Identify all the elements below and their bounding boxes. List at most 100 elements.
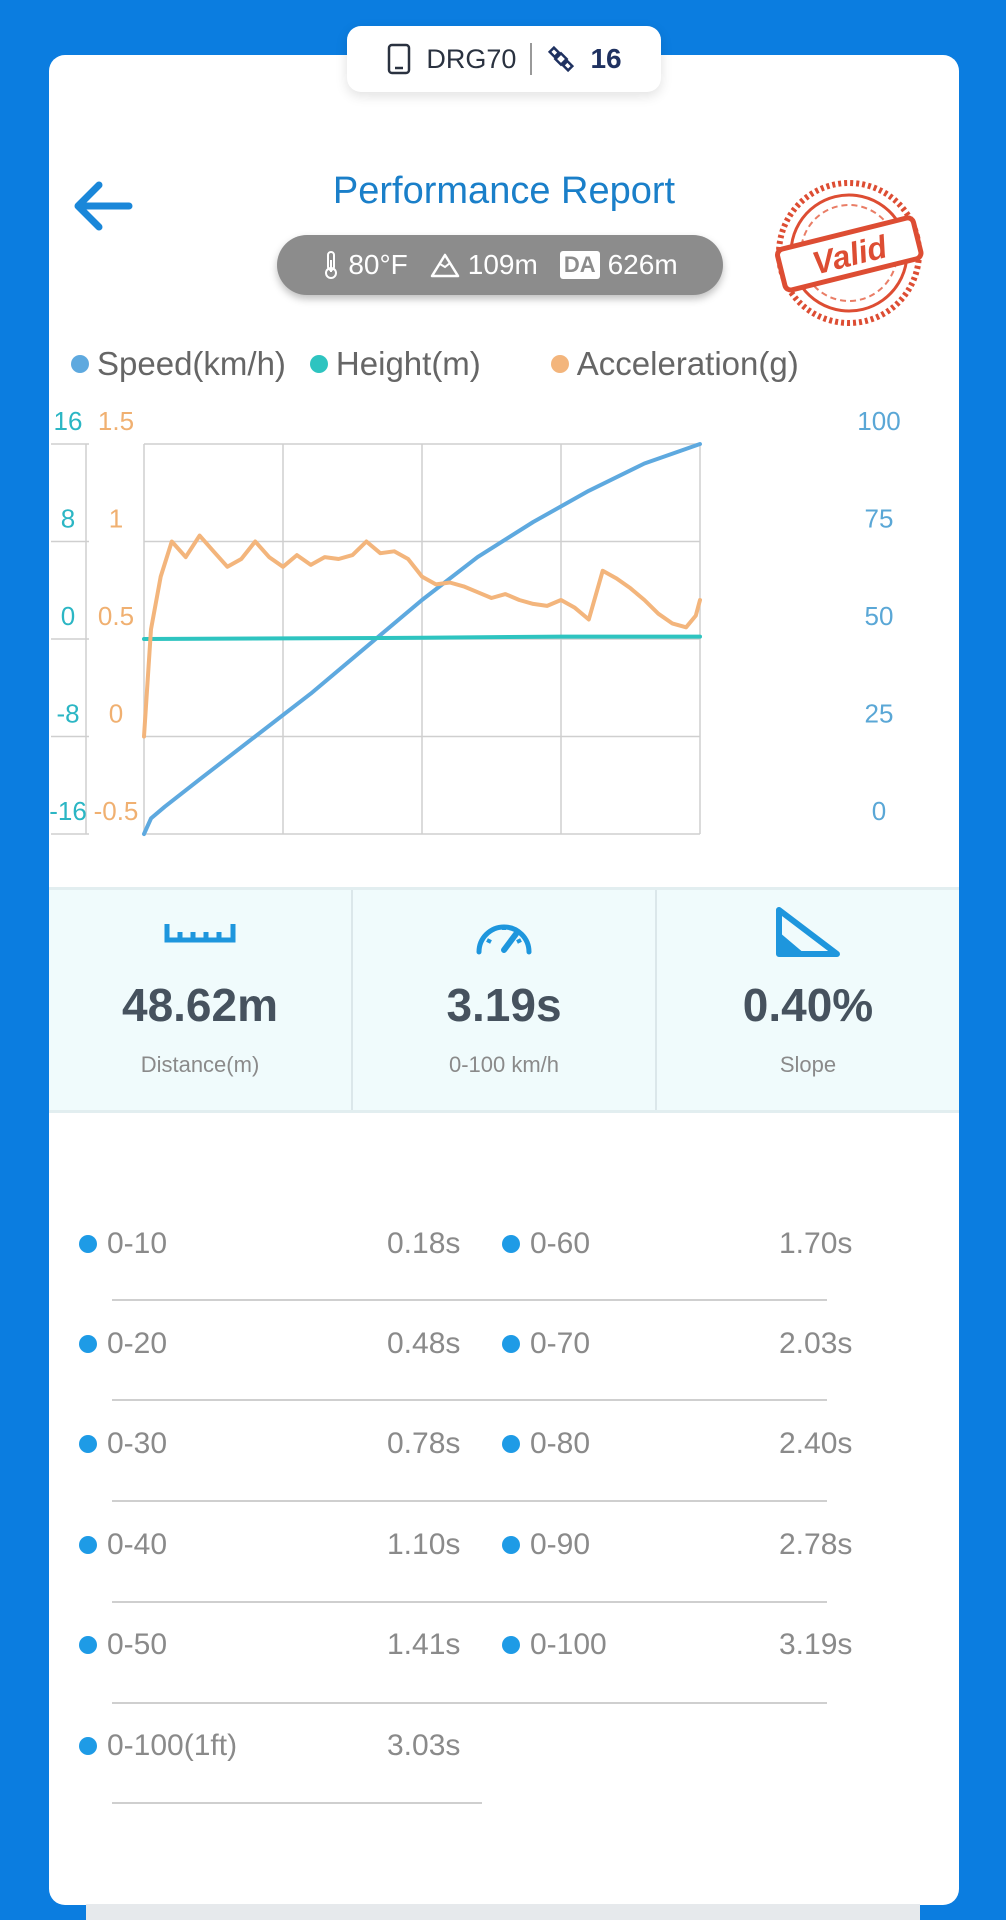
row-divider — [112, 1702, 827, 1704]
split-range: 0-50 — [107, 1628, 168, 1661]
split-range: 0-90 — [530, 1528, 591, 1561]
split-item: 0-40 — [79, 1528, 167, 1562]
split-time: 1.70s — [779, 1227, 853, 1260]
split-range: 0-10 — [107, 1227, 168, 1260]
split-time: 0.18s — [387, 1227, 461, 1260]
split-time: 0.78s — [387, 1427, 461, 1460]
split-item: 0-80 — [502, 1427, 590, 1461]
split-item: 0-30 — [79, 1427, 167, 1461]
bottom-strip — [86, 1904, 920, 1920]
split-range: 0-70 — [530, 1327, 591, 1360]
stat-0-100: 3.19s 0-100 km/h — [351, 890, 655, 1110]
thermometer-icon — [325, 251, 338, 279]
split-item: 0-100(1ft) — [79, 1729, 237, 1763]
row-divider — [112, 1601, 827, 1603]
legend-acceleration-marker — [550, 355, 569, 373]
legend-height-marker — [309, 355, 328, 373]
axis-tick-label-left-inner: 0.5 — [98, 601, 134, 631]
split-range: 0-20 — [107, 1327, 168, 1360]
split-item: 0-60 — [502, 1227, 590, 1261]
split-time: 0.48s — [387, 1327, 461, 1360]
density-altitude-item: DA 626m — [559, 249, 678, 281]
row-divider — [112, 1802, 482, 1804]
axis-tick-label-left-outer: 8 — [61, 504, 75, 534]
chart-legend: Speed(km/h) Height(m) Acceleration(g) — [71, 345, 823, 383]
axis-tick-label-left-outer: 16 — [54, 406, 83, 436]
stat-slope-value: 0.40% — [742, 979, 874, 1031]
bullet-icon — [502, 1636, 520, 1654]
split-time: 2.78s — [779, 1528, 853, 1561]
bullet-icon — [79, 1335, 97, 1353]
bullet-icon — [79, 1536, 97, 1554]
split-time: 3.19s — [779, 1628, 853, 1661]
bullet-icon — [502, 1435, 520, 1453]
split-item: 0-90 — [502, 1528, 590, 1562]
split-range: 0-80 — [530, 1427, 591, 1460]
split-item: 0-100 — [502, 1628, 607, 1662]
legend-speed-marker — [71, 355, 89, 373]
stat-distance-label: Distance(m) — [140, 1052, 260, 1077]
series-line-speed-km-h — [142, 442, 702, 836]
speedometer-icon — [476, 924, 532, 955]
axis-tick-label-left-inner: -0.5 — [94, 796, 139, 826]
altitude-item: 109m — [430, 249, 538, 281]
series-line-height-m — [142, 634, 702, 641]
mountain-icon — [430, 253, 460, 278]
da-icon: DA — [559, 251, 600, 279]
bullet-icon — [502, 1536, 520, 1554]
split-range: 0-100(1ft) — [107, 1729, 238, 1762]
bullet-icon — [79, 1737, 97, 1755]
bullet-icon — [79, 1435, 97, 1453]
altitude-value: 109m — [467, 249, 538, 280]
satellite-icon — [548, 45, 575, 73]
stat-distance: 48.62m Distance(m) — [49, 890, 351, 1110]
split-item: 0-50 — [79, 1628, 167, 1662]
axis-tick-label-left-outer: -16 — [49, 796, 87, 826]
ruler-icon — [164, 924, 236, 943]
split-time: 2.03s — [779, 1327, 853, 1360]
stat-slope: 0.40% Slope — [655, 890, 959, 1110]
axis-tick-label-right: 0 — [872, 796, 886, 826]
temperature-value: 80°F — [348, 249, 408, 280]
axis-tick-label-right: 25 — [865, 699, 894, 729]
legend-speed-label: Speed(km/h) — [97, 345, 286, 382]
row-divider — [112, 1299, 827, 1301]
stats-panel: 48.62m Distance(m) 3.19s 0-100 km/h 0.40… — [49, 887, 959, 1113]
legend-acceleration: Acceleration(g) — [550, 345, 799, 383]
device-name: DRG70 — [426, 43, 517, 74]
legend-height: Height(m) — [309, 345, 481, 383]
bullet-icon — [79, 1636, 97, 1654]
row-divider — [112, 1500, 827, 1502]
legend-speed: Speed(km/h) — [71, 345, 286, 383]
axis-tick-label-right: 75 — [865, 504, 894, 534]
split-range: 0-60 — [530, 1227, 591, 1260]
back-arrow-icon[interactable] — [69, 173, 135, 239]
legend-height-label: Height(m) — [335, 345, 481, 382]
bullet-icon — [502, 1235, 520, 1253]
slope-icon — [776, 907, 840, 957]
split-time: 1.10s — [387, 1528, 461, 1561]
stat-slope-label: Slope — [779, 1052, 837, 1077]
axis-tick-label-right: 100 — [857, 406, 900, 436]
density-altitude-value: 626m — [607, 249, 678, 280]
axis-tick-label-left-outer: -8 — [56, 699, 79, 729]
split-time: 3.03s — [387, 1729, 461, 1762]
satellite-count: 16 — [590, 43, 622, 74]
device-status-pill[interactable]: DRG70 16 — [347, 26, 661, 92]
split-range: 0-30 — [107, 1427, 168, 1460]
split-item: 0-10 — [79, 1227, 167, 1261]
row-divider — [112, 1399, 827, 1401]
split-time: 2.40s — [779, 1427, 853, 1460]
axis-tick-label-left-inner: 1 — [109, 504, 123, 534]
split-range: 0-100 — [530, 1628, 607, 1661]
temperature-item: 80°F — [322, 249, 408, 281]
axis-tick-label-left-inner: 0 — [109, 699, 123, 729]
split-range: 0-40 — [107, 1528, 168, 1561]
divider — [530, 43, 533, 75]
split-item: 0-20 — [79, 1327, 167, 1361]
stat-0-100-value: 3.19s — [446, 979, 562, 1031]
axis-tick-label-left-inner: 1.5 — [98, 406, 134, 436]
legend-acceleration-label: Acceleration(g) — [576, 345, 799, 382]
axis-tick-label-left-outer: 0 — [61, 601, 75, 631]
stat-0-100-label: 0-100 km/h — [448, 1052, 560, 1077]
